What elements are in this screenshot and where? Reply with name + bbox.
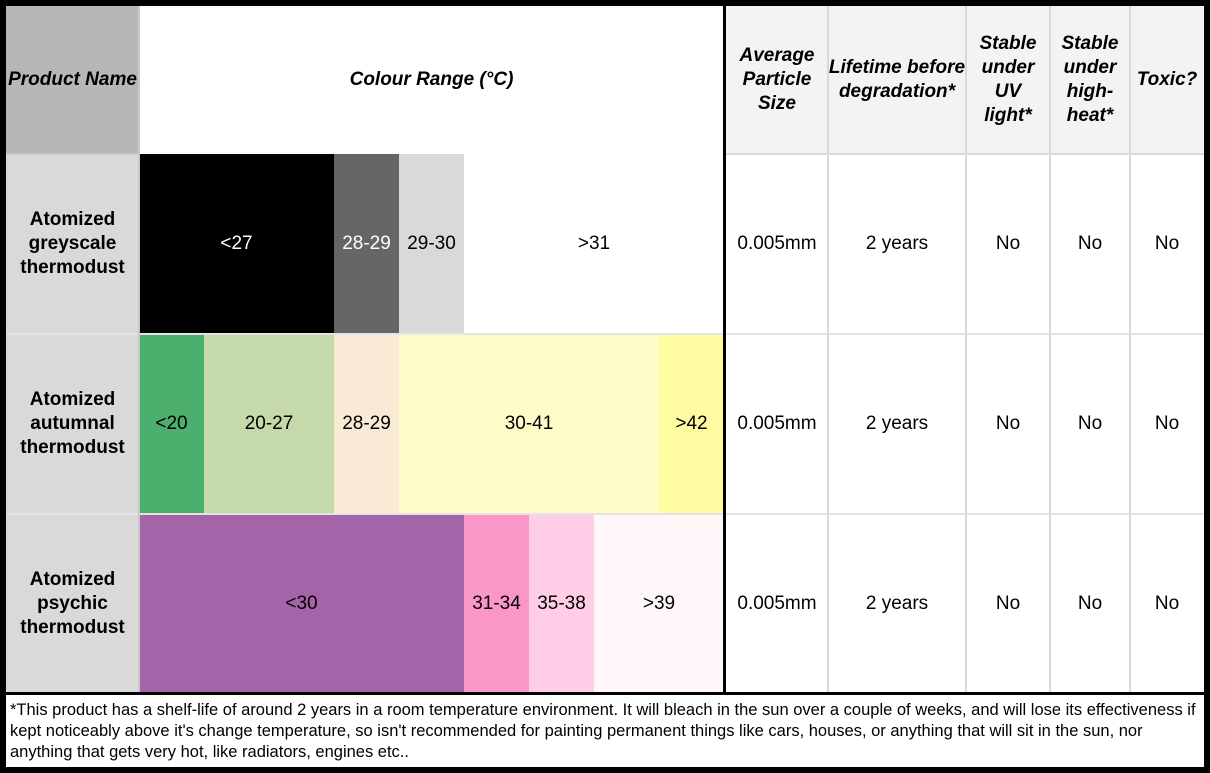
toxic-text: No xyxy=(1154,233,1180,254)
segment-label: <30 xyxy=(285,593,318,614)
uv-text: No xyxy=(995,593,1021,614)
particle-size-value: 0.005mm xyxy=(726,334,828,514)
segment-label: 28-29 xyxy=(342,233,391,254)
header-toxic-text: Toxic? xyxy=(1136,69,1198,90)
header-product-name: Product Name xyxy=(6,6,139,154)
segment-label: >31 xyxy=(577,233,611,254)
thick-divider xyxy=(0,0,1210,6)
heat-text: No xyxy=(1077,233,1103,254)
heat-value: No xyxy=(1050,334,1130,514)
toxic-value: No xyxy=(1130,154,1204,334)
heat-text: No xyxy=(1077,413,1103,434)
lifetime-text: 2 years xyxy=(865,593,929,614)
uv-text: No xyxy=(995,233,1021,254)
colour-segment-gt39: >39 xyxy=(594,514,724,694)
row-divider xyxy=(6,513,1204,515)
thick-divider xyxy=(0,767,1210,773)
colour-segment-gt42: >42 xyxy=(659,334,724,514)
product-name-greyscale: Atomized greyscale thermodust xyxy=(6,154,139,334)
segment-label: 28-29 xyxy=(342,413,391,434)
colour-segment-lt20: <20 xyxy=(139,334,204,514)
segment-label: 20-27 xyxy=(244,413,294,434)
row-divider xyxy=(6,333,1204,335)
header-particle-size: Average Particle Size xyxy=(726,6,828,154)
segment-label: 31-34 xyxy=(472,593,521,614)
col-divider xyxy=(965,6,967,694)
toxic-text: No xyxy=(1154,413,1180,434)
segment-label: <20 xyxy=(155,413,188,434)
product-name-psychic: Atomized psychic thermodust xyxy=(6,514,139,694)
uv-value: No xyxy=(966,514,1050,694)
product-name-text: Atomized autumnal thermodust xyxy=(20,389,125,458)
toxic-text: No xyxy=(1154,593,1180,614)
heat-text: No xyxy=(1077,593,1103,614)
segment-label: >42 xyxy=(675,413,708,434)
product-name-autumnal: Atomized autumnal thermodust xyxy=(6,334,139,514)
colour-segment-lt27: <27 xyxy=(139,154,334,334)
segment-label: <27 xyxy=(220,233,253,254)
header-uv: Stable under UV light* xyxy=(966,6,1050,154)
particle-size-text: 0.005mm xyxy=(737,233,817,254)
header-colour-range: Colour Range (°C) xyxy=(139,6,724,154)
thick-divider xyxy=(3,692,1207,695)
footnote: *This product has a shelf-life of around… xyxy=(10,701,1196,761)
product-name-text: Atomized greyscale thermodust xyxy=(20,209,125,278)
col-divider xyxy=(138,6,140,694)
colour-segment-20-27: 20-27 xyxy=(204,334,334,514)
particle-size-value: 0.005mm xyxy=(726,514,828,694)
header-uv-text: Stable under UV light* xyxy=(979,33,1037,126)
row-divider xyxy=(6,153,139,155)
uv-value: No xyxy=(966,334,1050,514)
particle-size-value: 0.005mm xyxy=(726,154,828,334)
colour-segment-gt31: >31 xyxy=(464,154,724,334)
thick-divider xyxy=(723,3,726,694)
lifetime-text: 2 years xyxy=(865,413,929,434)
col-divider xyxy=(1129,6,1131,694)
heat-value: No xyxy=(1050,154,1130,334)
colour-segment-35-38: 35-38 xyxy=(529,514,594,694)
header-colour-range-text: Colour Range (°C) xyxy=(349,69,514,90)
colour-segment-30-41: 30-41 xyxy=(399,334,659,514)
uv-text: No xyxy=(995,413,1021,434)
header-heat: Stable under high-heat* xyxy=(1050,6,1130,154)
col-divider xyxy=(827,6,829,694)
col-divider xyxy=(1049,6,1051,694)
toxic-value: No xyxy=(1130,334,1204,514)
segment-label: 35-38 xyxy=(537,593,586,614)
header-lifetime: Lifetime before degradation* xyxy=(828,6,966,154)
colour-segment-28-29: 28-29 xyxy=(334,334,399,514)
colour-segment-29-30: 29-30 xyxy=(399,154,464,334)
lifetime-value: 2 years xyxy=(828,154,966,334)
segment-label: >39 xyxy=(642,593,676,614)
thick-divider xyxy=(0,0,6,773)
colour-segment-28-29: 28-29 xyxy=(334,154,399,334)
thick-divider xyxy=(1204,0,1210,773)
header-particle-size-text: Average Particle Size xyxy=(739,45,815,114)
particle-size-text: 0.005mm xyxy=(737,593,817,614)
colour-segment-31-34: 31-34 xyxy=(464,514,529,694)
lifetime-value: 2 years xyxy=(828,334,966,514)
colour-segment-lt30: <30 xyxy=(139,514,464,694)
toxic-value: No xyxy=(1130,514,1204,694)
heat-value: No xyxy=(1050,514,1130,694)
product-name-text: Atomized psychic thermodust xyxy=(20,569,125,638)
segment-label: 29-30 xyxy=(407,233,456,254)
uv-value: No xyxy=(966,154,1050,334)
lifetime-value: 2 years xyxy=(828,514,966,694)
particle-size-text: 0.005mm xyxy=(737,413,817,434)
header-product-name-text: Product Name xyxy=(8,69,137,90)
header-heat-text: Stable under high-heat* xyxy=(1061,33,1119,126)
segment-label: 30-41 xyxy=(504,413,554,434)
lifetime-text: 2 years xyxy=(865,233,929,254)
header-lifetime-text: Lifetime before degradation* xyxy=(828,57,966,102)
header-toxic: Toxic? xyxy=(1130,6,1204,154)
